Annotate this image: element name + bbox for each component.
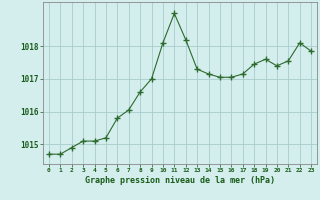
X-axis label: Graphe pression niveau de la mer (hPa): Graphe pression niveau de la mer (hPa) bbox=[85, 176, 275, 185]
